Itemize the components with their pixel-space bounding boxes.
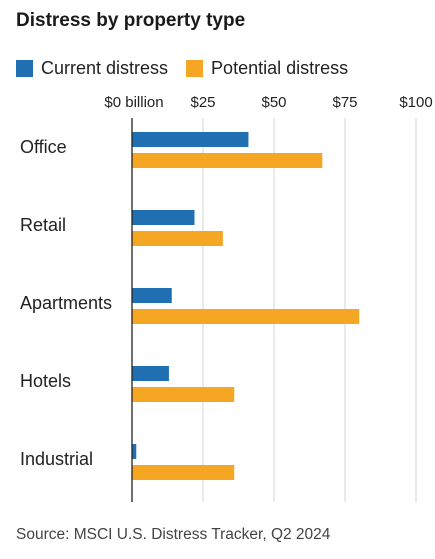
category-label: Retail <box>20 215 66 235</box>
bar-current-distress <box>132 366 169 381</box>
legend-label-potential: Potential distress <box>211 58 349 78</box>
category-label: Office <box>20 137 67 157</box>
source-note: Source: MSCI U.S. Distress Tracker, Q2 2… <box>16 526 331 543</box>
legend-item-current: Current distress <box>16 58 168 79</box>
x-tick-label: $0 billion <box>104 94 163 111</box>
legend-swatch-potential <box>186 60 204 77</box>
bar-potential-distress <box>132 153 323 168</box>
x-tick-label: $25 <box>190 94 215 111</box>
category-label: Industrial <box>20 449 93 469</box>
legend: Current distress Potential distress <box>16 58 366 79</box>
bar-potential-distress <box>132 309 360 324</box>
bar-potential-distress <box>132 231 223 246</box>
bar-current-distress <box>132 444 137 459</box>
bar-current-distress <box>132 210 195 225</box>
category-label: Hotels <box>20 371 71 391</box>
bar-current-distress <box>132 288 172 303</box>
legend-swatch-current <box>16 60 33 77</box>
x-tick-label: $100 <box>399 94 432 111</box>
legend-item-potential: Potential distress <box>186 58 348 79</box>
bar-potential-distress <box>132 465 235 480</box>
category-label: Apartments <box>20 293 112 313</box>
x-tick-label: $75 <box>332 94 357 111</box>
x-tick-label: $50 <box>261 94 286 111</box>
chart-title: Distress by property type <box>16 10 246 31</box>
legend-label-current: Current distress <box>41 58 169 78</box>
bar-potential-distress <box>132 387 235 402</box>
bar-current-distress <box>132 132 249 147</box>
